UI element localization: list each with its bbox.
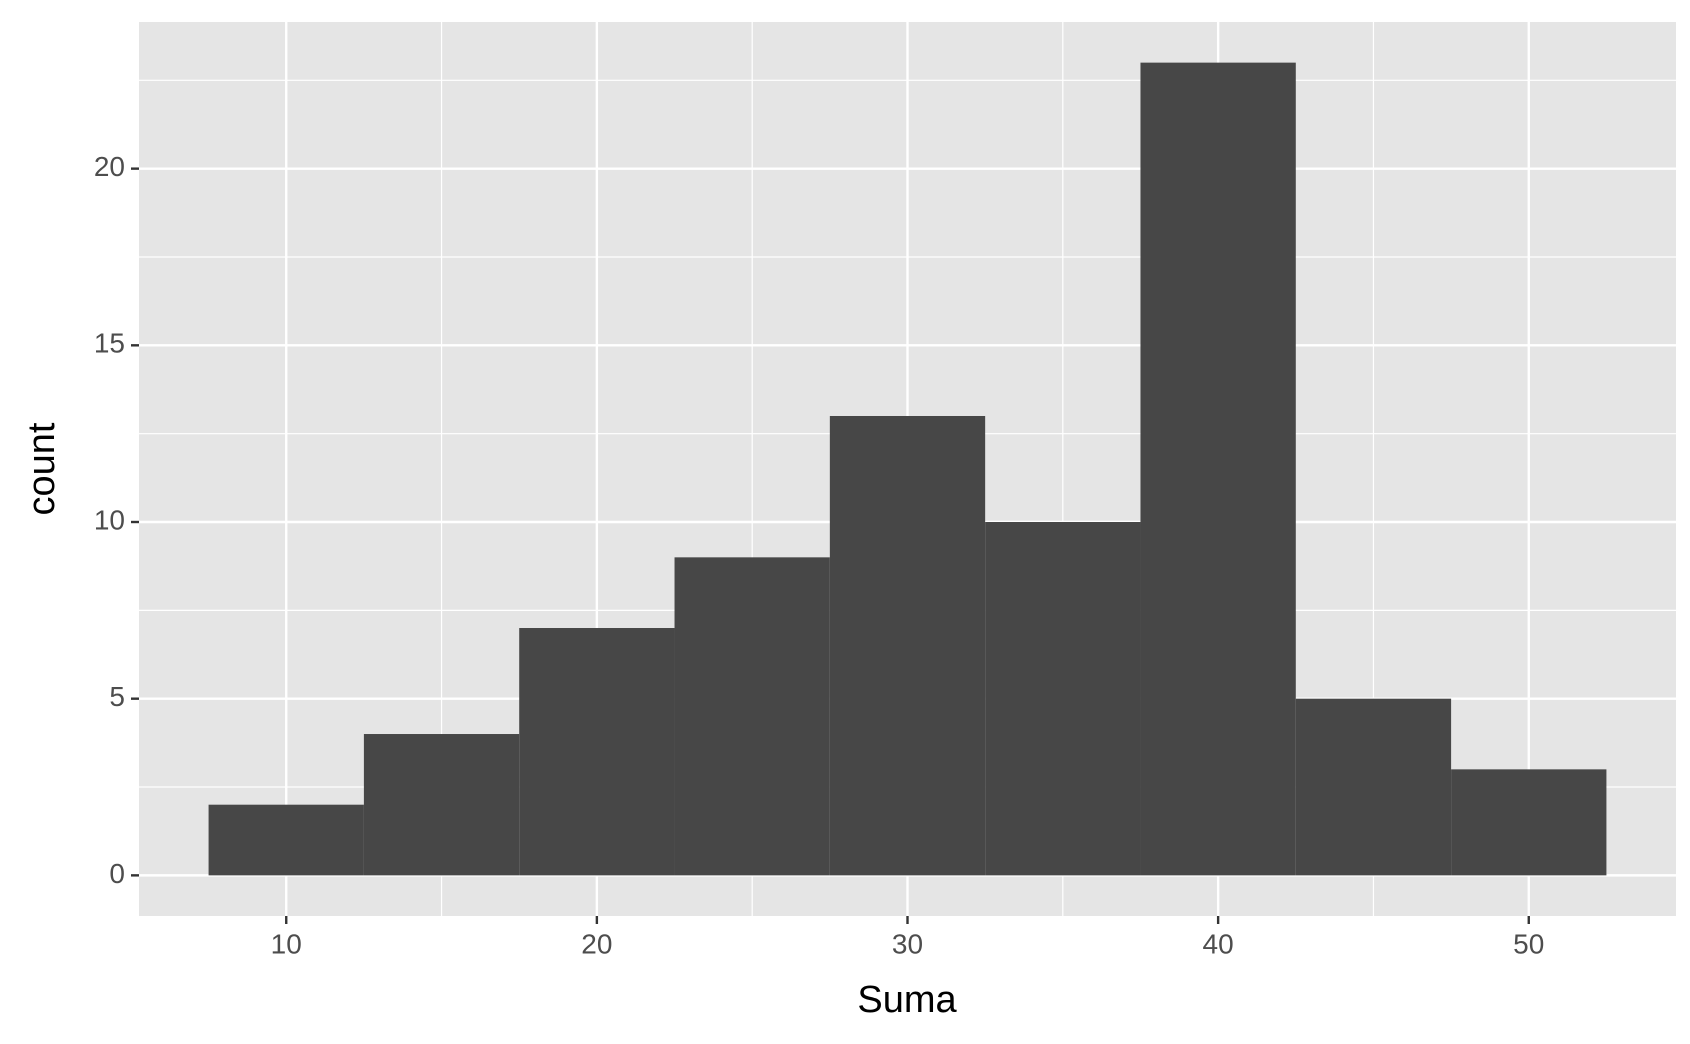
y-tick-label: 20 xyxy=(94,151,125,182)
bar xyxy=(519,628,675,876)
bar xyxy=(1140,62,1296,876)
x-tick-label: 10 xyxy=(271,928,302,959)
x-tick-label: 40 xyxy=(1203,928,1234,959)
y-tick-label: 15 xyxy=(94,328,125,359)
y-tick-label: 10 xyxy=(94,504,125,535)
x-tick-label: 50 xyxy=(1513,928,1544,959)
x-tick-label: 20 xyxy=(581,928,612,959)
bar xyxy=(985,522,1141,876)
y-axis-title: count xyxy=(21,422,63,515)
bar xyxy=(208,804,364,876)
bar xyxy=(363,734,520,876)
bar xyxy=(1295,698,1452,876)
bar xyxy=(829,415,986,876)
x-axis-title: Suma xyxy=(857,979,957,1021)
x-tick-label: 30 xyxy=(892,928,923,959)
y-tick-label: 0 xyxy=(109,858,125,889)
bar xyxy=(1451,769,1607,876)
y-tick-label: 5 xyxy=(109,681,125,712)
bar xyxy=(674,557,830,876)
